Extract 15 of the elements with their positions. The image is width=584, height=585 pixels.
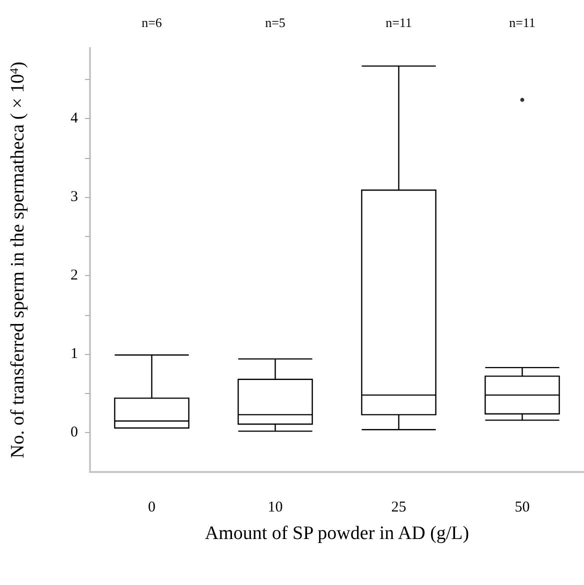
y-tick-label: 0 xyxy=(70,424,78,441)
text: n=6 xyxy=(142,15,162,30)
y-tick-label: 2 xyxy=(70,268,78,284)
y-tick-label: 1 xyxy=(70,346,78,362)
text: n=11 xyxy=(386,15,412,30)
x-tick-label: 10 xyxy=(268,500,283,516)
text: n=11 xyxy=(509,15,536,30)
x-axis-title: Amount of SP powder in AD (g/L) xyxy=(204,523,470,544)
y-axis-title: No. of transferred sperm in the spermatheca ( × 104) xyxy=(7,62,28,458)
y-tick-label: 3 xyxy=(70,189,78,206)
y-tick-label: 4 xyxy=(70,110,78,127)
x-tick-label: 50 xyxy=(514,500,530,516)
x-tick-label: 0 xyxy=(148,500,156,516)
x-tick-label: 25 xyxy=(391,500,406,516)
text: n=5 xyxy=(265,15,286,30)
